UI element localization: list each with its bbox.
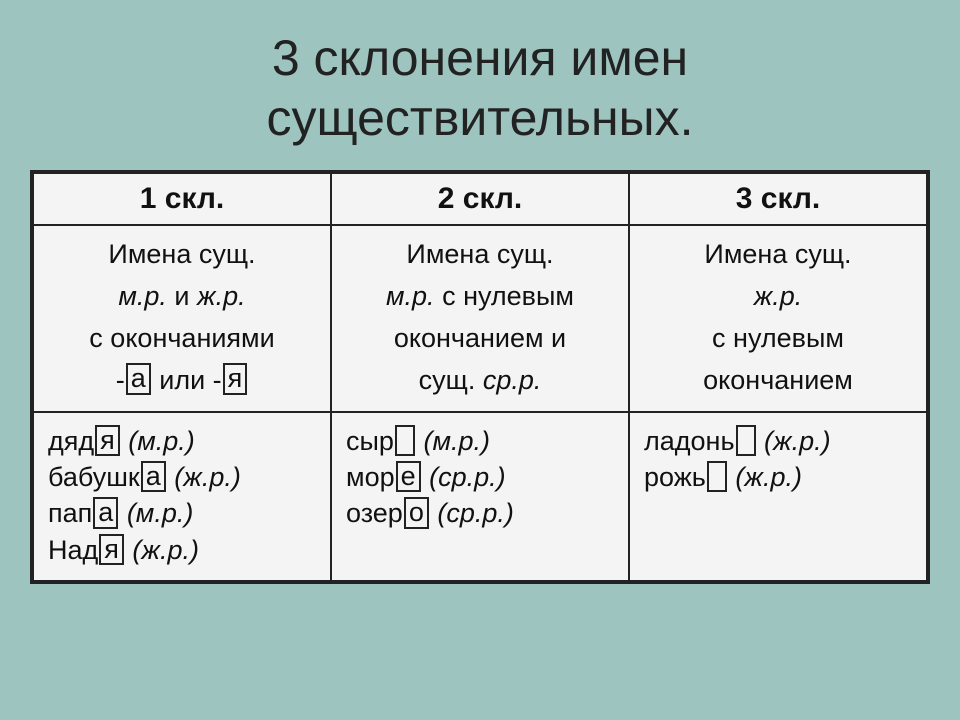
rule-3: Имена сущ. ж.р. с нулевым окончанием [629,225,927,412]
rule2-l2b: с нулевым [435,281,574,311]
word-stem: озер [346,499,403,529]
ending-box: а [141,461,166,492]
example-word: папа (м.р.) [48,497,316,529]
ending-box: е [396,461,421,492]
header-row: 1 скл. 2 скл. 3 скл. [33,173,927,225]
declension-table: 1 скл. 2 скл. 3 скл. Имена сущ. м.р. и ж… [30,170,930,584]
rule1-l1: Имена сущ. [108,239,255,269]
word-stem: дяд [48,426,94,456]
title-line-1: 3 склонения имен [272,30,688,86]
page-title: 3 склонения имен существительных. [0,0,960,170]
example-word: озеро (ср.р.) [346,497,614,529]
example-word: рожь (ж.р.) [644,461,912,493]
example-word: дядя (м.р.) [48,425,316,457]
example-word: ладонь (ж.р.) [644,425,912,457]
header-1: 1 скл. [33,173,331,225]
rule2-l1: Имена сущ. [406,239,553,269]
page: 3 склонения имен существительных. 1 скл.… [0,0,960,720]
table: 1 скл. 2 скл. 3 скл. Имена сущ. м.р. и ж… [32,172,928,582]
word-stem: бабушк [48,462,140,492]
examples-row: дядя (м.р.)бабушка (ж.р.)папа (м.р.)Надя… [33,412,927,580]
rule3-l1: Имена сущ. [704,239,851,269]
rule1-mid: или - [152,365,222,395]
rule3-l3: с нулевым [712,323,844,353]
rule-1: Имена сущ. м.р. и ж.р. с окончаниями -а … [33,225,331,412]
word-stem: ладонь [644,426,735,456]
rule1-suffix-a: а [126,363,151,394]
ending-box: а [93,497,118,528]
example-word: сыр (м.р.) [346,425,614,457]
examples-1: дядя (м.р.)бабушка (ж.р.)папа (м.р.)Надя… [33,412,331,580]
rule1-suffix-ya: я [223,363,248,394]
rule1-g2: ж.р. [197,281,246,311]
gender-paren: (ср.р.) [437,499,514,529]
header-2: 2 скл. [331,173,629,225]
gender-paren: (ж.р.) [735,462,802,492]
ending-box: о [404,497,429,528]
rule3-l4: окончанием [703,365,853,395]
examples-3: ладонь (ж.р.)рожь (ж.р.) [629,412,927,580]
word-stem: мор [346,462,395,492]
ending-box: я [95,425,120,456]
word-stem: рожь [644,462,706,492]
gender-paren: (ср.р.) [429,462,506,492]
word-stem: пап [48,499,92,529]
rule2-g2: ср.р. [483,365,542,395]
rule1-l3: с окончаниями [89,323,274,353]
word-stem: Над [48,535,98,565]
rule3-g1: ж.р. [754,281,803,311]
rule2-g1: м.р. [386,281,435,311]
ending-box-empty [707,461,727,492]
rule1-g1: м.р. [118,281,167,311]
rule-2: Имена сущ. м.р. с нулевым окончанием и с… [331,225,629,412]
word-stem: сыр [346,426,394,456]
gender-paren: (ж.р.) [174,462,241,492]
examples-2: сыр (м.р.)море (ср.р.)озеро (ср.р.) [331,412,629,580]
gender-paren: (ж.р.) [132,535,199,565]
ending-box-empty [736,425,756,456]
header-3: 3 скл. [629,173,927,225]
rules-row: Имена сущ. м.р. и ж.р. с окончаниями -а … [33,225,927,412]
rule1-and: и [167,281,197,311]
title-line-2: существительных. [267,90,694,146]
ending-box-empty [395,425,415,456]
example-word: Надя (ж.р.) [48,534,316,566]
gender-paren: (м.р.) [128,426,195,456]
rule2-l3: окончанием и [394,323,566,353]
example-word: море (ср.р.) [346,461,614,493]
rule2-l4a: сущ. [419,365,483,395]
example-word: бабушка (ж.р.) [48,461,316,493]
gender-paren: (м.р.) [423,426,490,456]
ending-box: я [99,534,124,565]
gender-paren: (м.р.) [127,499,194,529]
rule1-prefix1: - [116,365,125,395]
gender-paren: (ж.р.) [764,426,831,456]
